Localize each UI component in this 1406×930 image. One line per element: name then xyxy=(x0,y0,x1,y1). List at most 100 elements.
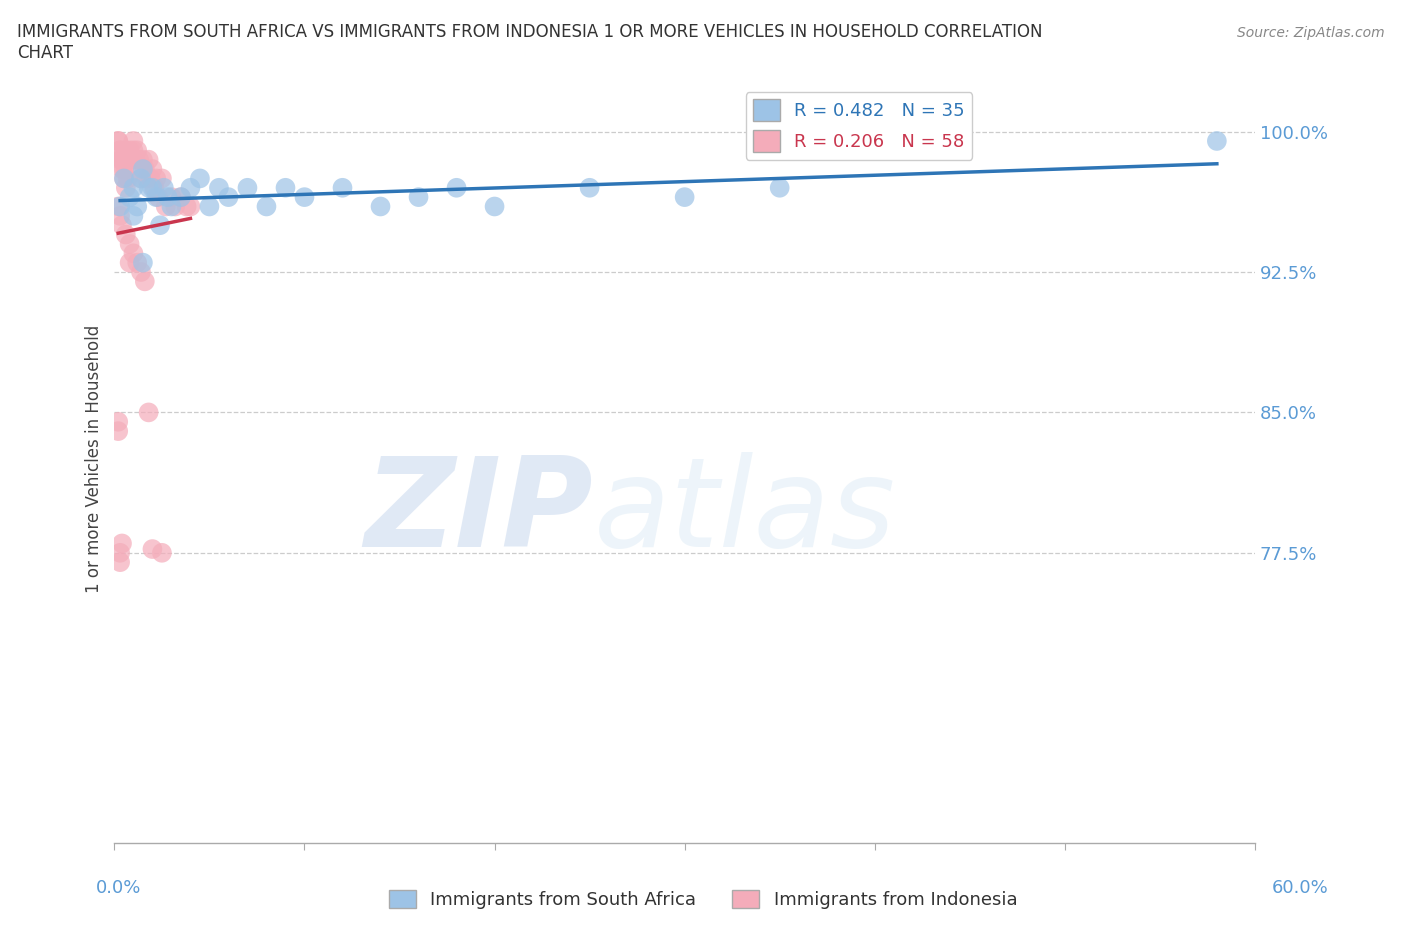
Point xyxy=(1205,134,1227,149)
Point xyxy=(141,180,163,195)
Point xyxy=(149,218,172,232)
Point xyxy=(150,545,173,560)
Point xyxy=(176,199,198,214)
Point xyxy=(108,208,131,223)
Point xyxy=(122,180,145,195)
Point xyxy=(141,162,163,177)
Point xyxy=(107,134,129,149)
Point xyxy=(128,153,150,167)
Point xyxy=(294,190,316,205)
Point xyxy=(578,180,600,195)
Point xyxy=(150,171,173,186)
Point xyxy=(117,171,139,186)
Y-axis label: 1 or more Vehicles in Household: 1 or more Vehicles in Household xyxy=(86,326,103,593)
Point xyxy=(408,190,430,205)
Point xyxy=(165,199,187,214)
Point xyxy=(145,190,167,205)
Point xyxy=(256,199,278,214)
Point xyxy=(769,180,792,195)
Text: ZIP: ZIP xyxy=(364,452,593,574)
Point xyxy=(138,405,160,419)
Point xyxy=(107,199,129,214)
Point xyxy=(138,153,160,167)
Point xyxy=(139,171,162,186)
Point xyxy=(141,541,163,556)
Point xyxy=(112,153,135,167)
Point xyxy=(134,162,156,177)
Point xyxy=(129,171,152,186)
Point xyxy=(107,134,129,149)
Point xyxy=(124,153,146,167)
Point xyxy=(143,180,166,195)
Point xyxy=(170,190,193,205)
Point xyxy=(153,180,176,195)
Point xyxy=(122,134,145,149)
Point xyxy=(111,153,134,167)
Point xyxy=(132,153,155,167)
Point xyxy=(208,180,231,195)
Point xyxy=(117,153,139,167)
Point xyxy=(112,171,135,186)
Point xyxy=(134,274,156,289)
Point xyxy=(135,171,157,186)
Point xyxy=(370,199,392,214)
Point xyxy=(112,171,135,186)
Point xyxy=(156,190,179,205)
Point xyxy=(160,199,183,214)
Point xyxy=(145,171,167,186)
Point xyxy=(188,171,211,186)
Point xyxy=(108,199,131,214)
Point xyxy=(118,236,141,251)
Point xyxy=(198,199,221,214)
Point xyxy=(122,246,145,260)
Text: 60.0%: 60.0% xyxy=(1272,879,1329,897)
Point xyxy=(274,180,297,195)
Text: Source: ZipAtlas.com: Source: ZipAtlas.com xyxy=(1237,26,1385,40)
Point xyxy=(111,162,134,177)
Point xyxy=(484,199,506,214)
Point xyxy=(121,153,143,167)
Point xyxy=(236,180,259,195)
Point xyxy=(129,264,152,279)
Point xyxy=(446,180,468,195)
Point xyxy=(118,255,141,270)
Point xyxy=(114,162,136,177)
Point xyxy=(111,218,134,232)
Text: 0.0%: 0.0% xyxy=(96,879,141,897)
Point xyxy=(114,227,136,242)
Point xyxy=(108,143,131,158)
Point xyxy=(332,180,354,195)
Point xyxy=(132,255,155,270)
Point xyxy=(111,153,134,167)
Point xyxy=(114,180,136,195)
Point xyxy=(118,190,141,205)
Point xyxy=(107,415,129,430)
Point xyxy=(122,143,145,158)
Text: IMMIGRANTS FROM SOUTH AFRICA VS IMMIGRANTS FROM INDONESIA 1 OR MORE VEHICLES IN : IMMIGRANTS FROM SOUTH AFRICA VS IMMIGRAN… xyxy=(17,23,1042,62)
Point xyxy=(155,199,177,214)
Point xyxy=(108,143,131,158)
Point xyxy=(118,143,141,158)
Point xyxy=(127,199,149,214)
Point xyxy=(114,143,136,158)
Point xyxy=(129,171,152,186)
Point xyxy=(132,162,155,177)
Point xyxy=(108,153,131,167)
Text: atlas: atlas xyxy=(593,452,896,574)
Legend: R = 0.482   N = 35, R = 0.206   N = 58: R = 0.482 N = 35, R = 0.206 N = 58 xyxy=(745,92,972,160)
Point xyxy=(107,424,129,439)
Legend: Immigrants from South Africa, Immigrants from Indonesia: Immigrants from South Africa, Immigrants… xyxy=(381,883,1025,916)
Point xyxy=(160,190,183,205)
Point xyxy=(170,190,193,205)
Point xyxy=(673,190,696,205)
Point xyxy=(127,255,149,270)
Point xyxy=(112,162,135,177)
Point xyxy=(111,536,134,551)
Point xyxy=(146,190,169,205)
Point xyxy=(217,190,239,205)
Point xyxy=(179,180,201,195)
Point xyxy=(122,208,145,223)
Point xyxy=(138,180,160,195)
Point xyxy=(108,554,131,569)
Point xyxy=(108,545,131,560)
